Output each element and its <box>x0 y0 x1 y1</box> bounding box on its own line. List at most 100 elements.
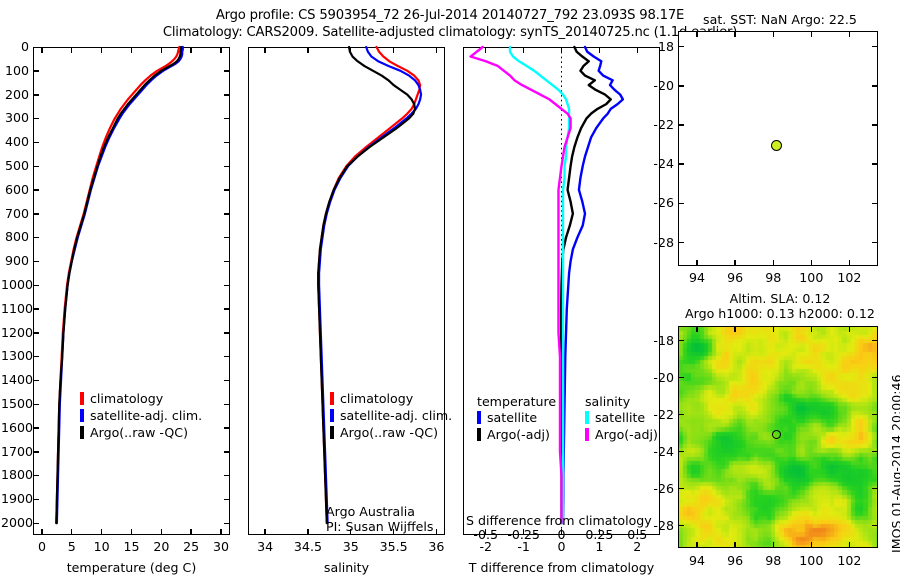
y-tick <box>678 414 684 416</box>
x-tick <box>560 529 563 535</box>
legend-swatch <box>80 426 84 439</box>
depth-tick-label: 1400 <box>1 372 34 388</box>
x-tick <box>160 529 163 535</box>
x-tick <box>220 529 222 535</box>
y-tick-label: -20 <box>653 77 674 93</box>
depth-tick-label: 1000 <box>1 277 34 293</box>
depth-tick-label: 500 <box>4 158 29 174</box>
y-tick <box>678 488 684 490</box>
sla-panel-title-line1: Altim. SLA: 0.12 <box>729 291 831 306</box>
x-tick-label: 34 <box>257 539 274 554</box>
x-tick-label: 15 <box>123 539 140 554</box>
depth-tick <box>33 284 39 286</box>
x-tick <box>71 529 73 535</box>
depth-tick-right <box>224 189 230 191</box>
depth-tick-label: 900 <box>4 253 29 269</box>
depth-tick-label: 1100 <box>1 300 34 316</box>
x-tick <box>350 529 352 535</box>
y-tick <box>678 124 684 126</box>
difference-salinity-axis-label: S difference from climatology <box>466 513 652 528</box>
depth-tick-right <box>224 46 230 48</box>
x-tick-label: 94 <box>689 270 706 285</box>
y-tick <box>872 45 878 48</box>
depth-tick-right <box>224 474 230 477</box>
x-tick <box>130 529 133 535</box>
salinity-axis-label: salinity <box>323 560 370 575</box>
legend-label: climatology <box>340 391 414 406</box>
x-tick-top <box>160 47 163 53</box>
legend-swatch <box>477 411 481 424</box>
y-tick <box>678 241 684 244</box>
depth-tick-label: 400 <box>4 134 29 150</box>
y-tick <box>678 85 684 87</box>
x-tick-top <box>190 47 192 53</box>
depth-tick-label: 200 <box>4 86 29 102</box>
temperature-profile-plot <box>55 45 184 525</box>
depth-tick-label: 1500 <box>1 396 34 412</box>
salinity-diff-tick-label: 0.25 <box>585 527 614 542</box>
salinity-profile-plot <box>317 45 423 525</box>
legend-swatch <box>585 428 589 441</box>
legend-label: satellite-adj. clim. <box>90 408 203 423</box>
y-tick-label: -24 <box>653 156 674 172</box>
y-tick-label: -18 <box>653 332 674 348</box>
x-tick-top <box>810 326 813 332</box>
x-tick-top <box>522 47 525 53</box>
x-tick-top <box>435 47 438 53</box>
y-tick <box>678 340 684 342</box>
y-tick <box>678 163 684 165</box>
y-tick <box>678 525 684 527</box>
y-tick <box>872 525 878 527</box>
figure-title-line1: Argo profile: CS 5903954_72 26-Jul-2014 … <box>215 8 685 23</box>
x-tick <box>810 542 813 548</box>
x-tick-label: 30 <box>213 539 230 554</box>
x-tick-top <box>772 326 774 332</box>
x-tick-top <box>350 47 352 53</box>
x-tick-top <box>392 47 395 53</box>
legend-label: Argo(-adj) <box>487 427 550 442</box>
imos-timestamp: IMOS 01-Aug-2014 20:00:46 <box>889 374 900 553</box>
salinity-diff-tick-label: -0.25 <box>507 527 540 542</box>
depth-tick <box>33 189 39 191</box>
salinity-diff-tick-label: 0.5 <box>627 527 648 542</box>
depth-tick-right <box>224 284 230 286</box>
x-tick <box>392 529 395 535</box>
credit-line-2: PI: Susan Wijffels <box>326 519 434 534</box>
y-tick-label: -28 <box>653 517 674 533</box>
depth-tick-right <box>224 94 230 96</box>
x-tick-label: 2 <box>633 539 642 554</box>
x-tick-top <box>560 47 563 53</box>
salinity-diff-tick-label: 0 <box>557 527 566 542</box>
y-tick <box>872 377 878 379</box>
depth-tick-label: 700 <box>4 205 29 221</box>
depth-tick <box>33 474 39 477</box>
depth-tick-label: 2000 <box>1 515 34 531</box>
legend-swatch <box>585 411 589 424</box>
depth-tick <box>33 308 39 310</box>
y-tick <box>872 488 878 490</box>
depth-tick-label: 1600 <box>1 419 34 435</box>
x-tick <box>734 260 736 266</box>
x-tick-label: 34.5 <box>293 539 322 554</box>
legend-swatch <box>330 392 334 405</box>
legend-swatch <box>80 392 84 405</box>
legend-group-header: salinity <box>585 394 631 409</box>
salinity-diff-tick-label: -0.5 <box>473 527 498 542</box>
x-tick-label: 100 <box>799 553 824 568</box>
depth-tick-right <box>224 498 230 501</box>
depth-tick <box>33 451 39 453</box>
x-tick-label: 35 <box>342 539 359 554</box>
depth-tick-right <box>224 355 230 358</box>
y-tick <box>872 124 878 126</box>
depth-tick <box>33 165 39 167</box>
legend-label: satellite <box>595 410 646 425</box>
depth-tick-label: 1700 <box>1 443 34 459</box>
difference-profile-plot <box>469 45 625 535</box>
legend-label: climatology <box>90 391 164 406</box>
depth-tick-right <box>224 308 230 310</box>
y-tick-label: -24 <box>653 443 674 459</box>
y-tick <box>872 202 878 205</box>
x-tick-top <box>734 326 736 332</box>
x-tick <box>734 542 736 548</box>
depth-tick-right <box>224 213 230 215</box>
